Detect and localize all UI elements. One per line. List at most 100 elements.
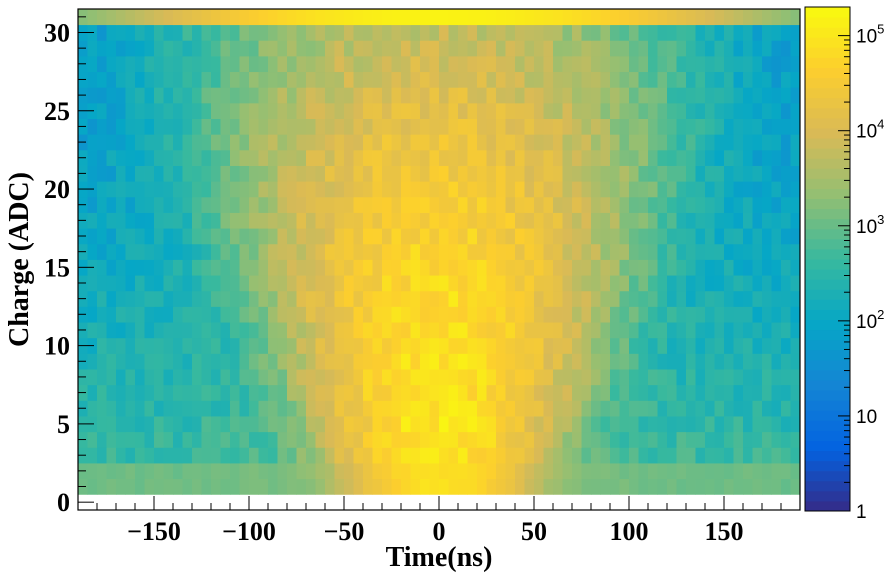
heatmap-bin xyxy=(496,478,506,495)
heatmap-bin xyxy=(97,384,107,401)
heatmap-bin xyxy=(325,369,335,386)
heatmap-bin xyxy=(211,40,221,57)
heatmap-bin xyxy=(572,55,582,73)
heatmap-bin xyxy=(249,181,259,198)
heatmap-bin xyxy=(125,40,136,57)
heatmap-bin xyxy=(619,87,630,104)
heatmap-bin xyxy=(363,71,373,88)
heatmap-bin xyxy=(211,259,221,276)
heatmap-bin xyxy=(752,134,763,151)
heatmap-bin xyxy=(277,259,288,276)
heatmap-bin xyxy=(334,400,345,417)
heatmap-bin xyxy=(211,149,221,166)
heatmap-bin xyxy=(629,306,639,323)
heatmap-bin xyxy=(410,275,421,292)
heatmap-bin xyxy=(458,165,468,182)
heatmap-bin xyxy=(762,24,772,41)
colorbar-segment xyxy=(805,17,850,28)
heatmap-bin xyxy=(657,416,668,433)
heatmap-bin xyxy=(154,275,164,292)
heatmap-bin xyxy=(496,337,506,354)
heatmap-bin xyxy=(686,447,696,464)
heatmap-bin xyxy=(534,369,544,386)
heatmap-bin xyxy=(258,431,269,448)
heatmap-bin xyxy=(534,196,544,213)
colorbar-segment xyxy=(805,319,850,331)
heatmap-bin xyxy=(657,55,668,73)
heatmap-bin xyxy=(581,212,592,229)
heatmap-bin xyxy=(277,40,288,57)
heatmap-bin xyxy=(97,212,107,229)
heatmap-bin xyxy=(429,416,440,433)
heatmap-bin xyxy=(363,290,373,307)
heatmap-bin xyxy=(363,369,373,386)
heatmap-bin xyxy=(182,24,193,41)
heatmap-bin xyxy=(182,55,193,73)
heatmap-bin xyxy=(306,40,316,57)
heatmap-bin xyxy=(410,102,421,119)
heatmap-bin xyxy=(334,463,345,480)
heatmap-bin xyxy=(277,71,288,88)
heatmap-bin xyxy=(705,259,715,276)
heatmap-bin xyxy=(733,353,744,370)
heatmap-bin xyxy=(391,416,402,433)
heatmap-bin xyxy=(667,118,677,135)
heatmap-bin xyxy=(353,416,364,433)
heatmap-bin xyxy=(771,463,782,480)
heatmap-bin xyxy=(372,447,383,464)
heatmap-bin xyxy=(372,400,383,417)
heatmap-bin xyxy=(372,353,383,370)
heatmap-bin xyxy=(524,337,535,354)
heatmap-bin xyxy=(543,290,554,307)
heatmap-bin xyxy=(125,400,136,417)
heatmap-bin xyxy=(249,24,259,41)
heatmap-bin xyxy=(201,447,212,464)
heatmap-bin xyxy=(705,87,715,104)
heatmap-bin xyxy=(296,416,307,433)
heatmap-bin xyxy=(610,384,620,401)
heatmap-bin xyxy=(477,134,487,151)
heatmap-bin xyxy=(733,181,744,198)
x-tick-label: −50 xyxy=(324,517,365,546)
heatmap-bin xyxy=(429,149,440,166)
heatmap-bin xyxy=(277,55,288,73)
heatmap-bin xyxy=(695,494,706,511)
heatmap-bin xyxy=(695,196,706,213)
heatmap-bin xyxy=(315,259,326,276)
heatmap-bin xyxy=(325,9,335,26)
heatmap-bin xyxy=(743,384,753,401)
heatmap-bin xyxy=(277,431,288,448)
heatmap-bin xyxy=(220,228,231,245)
heatmap-bin xyxy=(230,369,240,386)
heatmap-bin xyxy=(467,494,478,511)
heatmap-bin xyxy=(790,400,801,417)
heatmap-bin xyxy=(277,149,288,166)
heatmap-bin xyxy=(743,306,753,323)
heatmap-bin xyxy=(249,447,259,464)
heatmap-bin xyxy=(239,275,250,292)
heatmap-bin xyxy=(296,9,307,26)
heatmap-bin xyxy=(211,447,221,464)
heatmap-bin xyxy=(439,306,449,323)
heatmap-bin xyxy=(534,40,544,57)
heatmap-bin xyxy=(743,87,753,104)
heatmap-bin xyxy=(268,55,278,73)
heatmap-bin xyxy=(401,149,411,166)
heatmap-bin xyxy=(182,384,193,401)
heatmap-bin xyxy=(600,463,611,480)
heatmap-bin xyxy=(201,228,212,245)
heatmap-bin xyxy=(752,149,763,166)
heatmap-bin xyxy=(429,134,440,151)
heatmap-bin xyxy=(515,212,525,229)
colorbar-tick-label: 10 xyxy=(856,407,877,428)
heatmap-bin xyxy=(173,478,183,495)
heatmap-bin xyxy=(410,353,421,370)
heatmap-bin xyxy=(382,384,392,401)
heatmap-bin xyxy=(743,55,753,73)
heatmap-bin xyxy=(790,243,801,260)
heatmap-bin xyxy=(534,337,544,354)
heatmap-bin xyxy=(629,134,639,151)
heatmap-bin xyxy=(790,181,801,198)
heatmap-bin xyxy=(505,102,516,119)
heatmap-bin xyxy=(733,243,744,260)
